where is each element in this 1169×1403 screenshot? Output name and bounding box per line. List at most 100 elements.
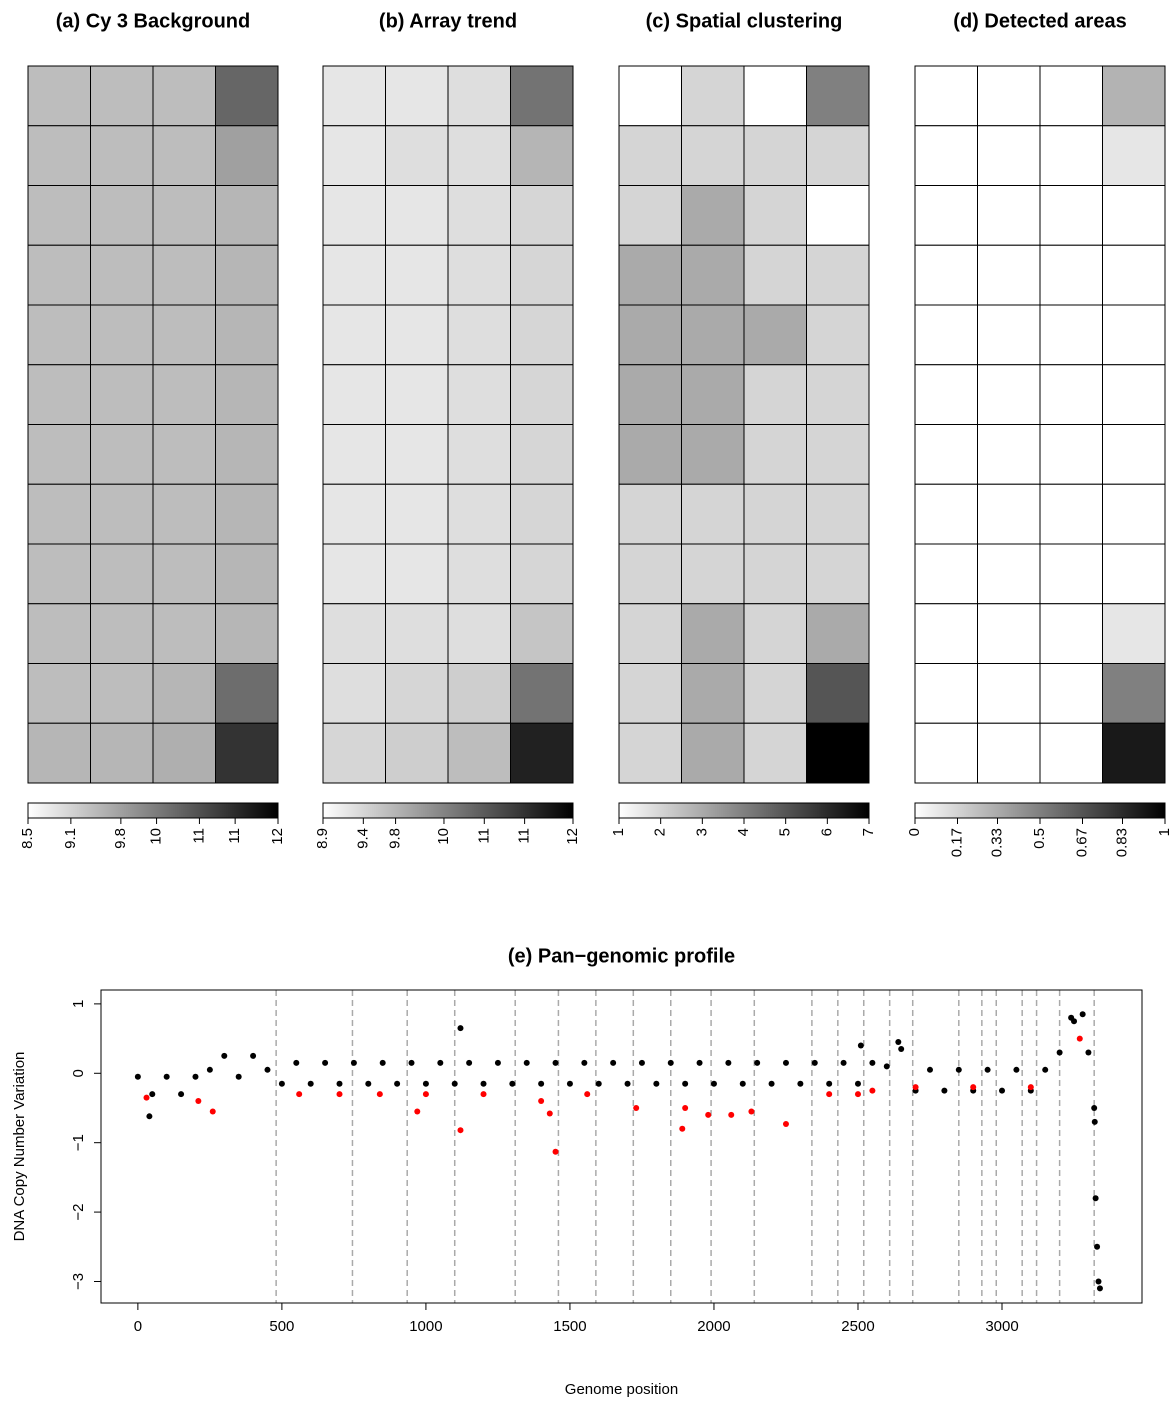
heat-cell	[1102, 483, 1166, 545]
heat-cell	[152, 663, 216, 724]
heat-cell	[447, 185, 511, 246]
data-point	[538, 1080, 545, 1087]
heat-cell	[977, 663, 1041, 724]
colorbar	[914, 802, 1166, 819]
data-point	[1068, 1014, 1075, 1021]
colorbar-tick-label: 0	[906, 828, 923, 836]
heat-cell	[215, 663, 279, 724]
data-point	[705, 1111, 712, 1118]
heat-cell	[806, 663, 870, 724]
heat-cell	[447, 543, 511, 605]
heat-cell	[914, 424, 978, 485]
data-point	[610, 1059, 617, 1066]
data-point	[682, 1080, 689, 1087]
heat-cell	[977, 244, 1041, 306]
heat-cell	[681, 543, 745, 605]
data-point	[1091, 1104, 1098, 1111]
colorbar-tick-label: 11	[226, 828, 243, 844]
heat-cell	[152, 244, 216, 306]
heat-cell	[322, 364, 386, 425]
data-point	[566, 1080, 573, 1087]
data-point	[682, 1104, 689, 1111]
heat-cell	[1039, 663, 1103, 724]
heat-cell	[1102, 244, 1166, 306]
data-point	[552, 1148, 559, 1155]
data-point	[494, 1059, 501, 1066]
heat-cell	[215, 722, 279, 784]
heat-cell	[914, 304, 978, 366]
data-point	[206, 1066, 213, 1073]
heat-cell	[510, 722, 574, 784]
heat-cell	[681, 125, 745, 186]
data-point	[466, 1059, 473, 1066]
panel-title: (d) Detected areas	[953, 10, 1126, 32]
data-point	[725, 1059, 732, 1066]
heat-cell	[510, 185, 574, 246]
heat-cell	[806, 304, 870, 366]
colorbar-tick-label: 2	[652, 828, 669, 836]
data-point	[414, 1108, 421, 1115]
colorbar-tick-label: 9.1	[62, 828, 79, 849]
data-point	[1095, 1278, 1102, 1285]
heat-cell	[447, 65, 511, 127]
y-tick-label: −3	[70, 1273, 87, 1290]
panel-title: (c) Spatial clustering	[646, 10, 843, 32]
heat-cell	[806, 65, 870, 127]
data-point	[278, 1080, 285, 1087]
heat-cell	[385, 722, 449, 784]
heat-cell	[618, 722, 682, 784]
heat-cell	[681, 304, 745, 366]
heat-cell	[914, 543, 978, 605]
heat-cell	[743, 364, 807, 425]
data-point	[134, 1073, 141, 1080]
heat-cell	[1102, 125, 1166, 186]
heat-cell	[447, 125, 511, 186]
heat-cell	[977, 364, 1041, 425]
data-point	[1013, 1066, 1020, 1073]
heat-cell	[152, 65, 216, 127]
data-point	[869, 1087, 876, 1094]
heat-cell	[1039, 364, 1103, 425]
heat-cell	[914, 65, 978, 127]
data-point	[250, 1052, 257, 1059]
heat-cell	[618, 364, 682, 425]
heat-cell	[806, 185, 870, 246]
heat-cell	[618, 483, 682, 545]
heat-cell	[385, 65, 449, 127]
heat-cell	[1039, 603, 1103, 664]
heat-cell	[215, 483, 279, 545]
data-point	[336, 1080, 343, 1087]
colorbar-tick-label: 7	[860, 828, 877, 836]
heat-cell	[90, 185, 154, 246]
data-point	[854, 1080, 861, 1087]
colorbar-tick-label: 11	[516, 828, 533, 844]
heat-cell	[447, 364, 511, 425]
heat-cell	[681, 603, 745, 664]
data-point	[633, 1104, 640, 1111]
heat-cell	[152, 722, 216, 784]
heat-cell	[681, 185, 745, 246]
data-point	[149, 1091, 156, 1098]
heat-cell	[90, 722, 154, 784]
heat-cell	[806, 603, 870, 664]
heat-cell	[385, 244, 449, 306]
heat-cell	[914, 483, 978, 545]
heat-cell	[1102, 364, 1166, 425]
heat-cell	[806, 543, 870, 605]
heat-cell	[27, 364, 91, 425]
heat-cell	[322, 304, 386, 366]
data-point	[538, 1098, 545, 1105]
heat-cell	[743, 543, 807, 605]
heat-cell	[152, 483, 216, 545]
data-point	[1096, 1285, 1103, 1292]
heat-cell	[914, 722, 978, 784]
heat-cell	[743, 185, 807, 246]
x-tick-label: 3000	[985, 1318, 1018, 1335]
heat-cell	[618, 663, 682, 724]
colorbar-tick-label: 12	[564, 828, 581, 845]
heat-cell	[322, 185, 386, 246]
colorbar-tick-label: 0.17	[948, 828, 965, 857]
y-tick-label: 1	[70, 1000, 87, 1008]
colorbar-tick-label: 9.8	[112, 828, 129, 849]
